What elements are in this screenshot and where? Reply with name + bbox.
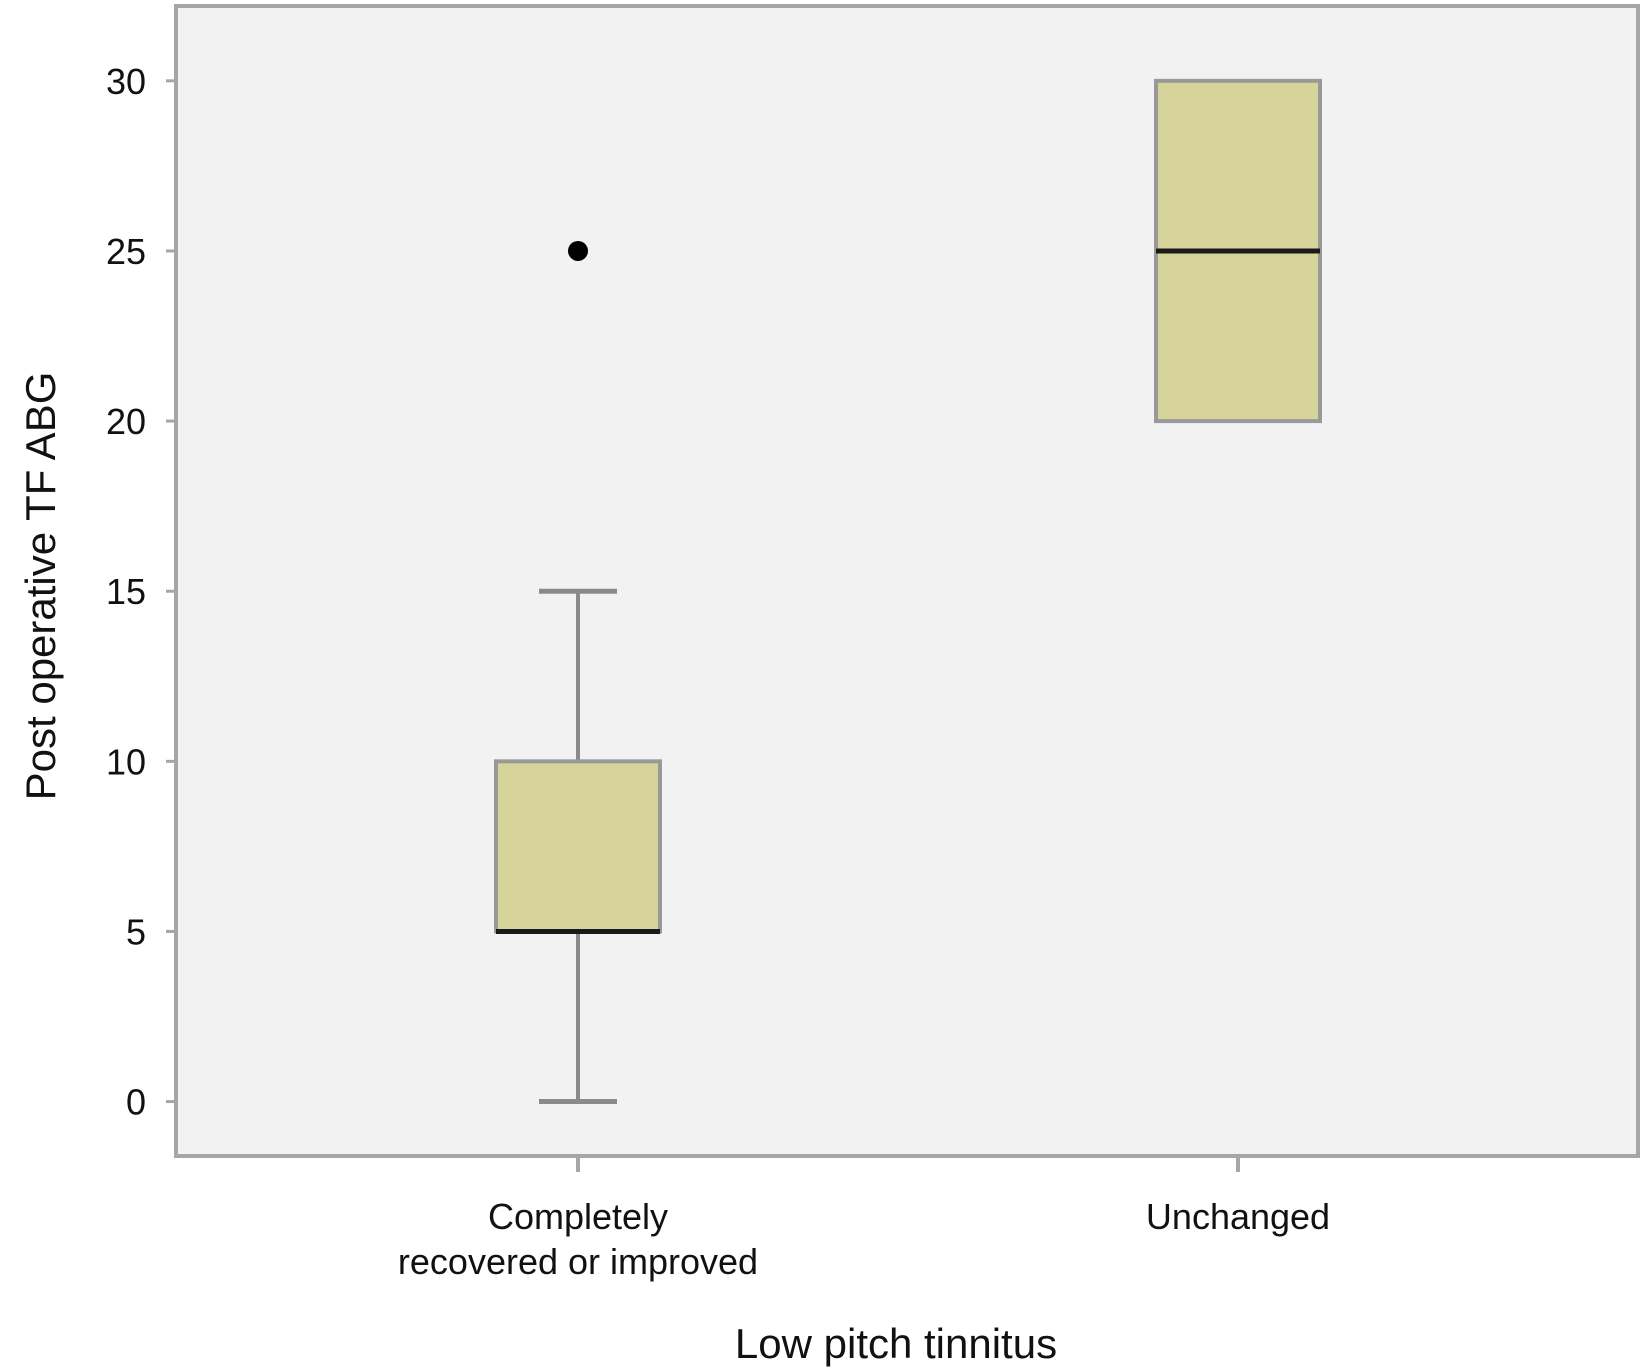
- y-tick-label: 0: [126, 1082, 146, 1123]
- x-axis-title: Low pitch tinnitus: [735, 1320, 1057, 1367]
- y-tick-label: 20: [106, 401, 146, 442]
- y-tick-label: 10: [106, 741, 146, 782]
- y-tick-label: 15: [106, 571, 146, 612]
- x-axis: Completely recovered or improved Unchanged: [398, 1156, 1330, 1282]
- x-tick-label-line: Unchanged: [1146, 1196, 1330, 1237]
- boxes: [494, 78, 1322, 1105]
- x-tick-label-line: Completely: [488, 1196, 668, 1237]
- y-tick-label: 30: [106, 61, 146, 102]
- box-group: [1154, 78, 1322, 424]
- y-axis-title: Post operative TF ABG: [17, 372, 64, 801]
- y-axis: 0 5 10 15 20 25 30: [106, 61, 176, 1123]
- x-tick-label: Completely recovered or improved: [398, 1196, 758, 1282]
- y-tick-label: 5: [126, 911, 146, 952]
- y-tick-label: 25: [106, 231, 146, 272]
- box-group: [494, 240, 662, 1105]
- x-tick-label: Unchanged: [1146, 1196, 1330, 1237]
- outlier-point: [568, 240, 588, 261]
- iqr-box: [494, 759, 662, 934]
- x-tick-label-line: recovered or improved: [398, 1241, 758, 1282]
- plot-area: [174, 4, 1640, 1158]
